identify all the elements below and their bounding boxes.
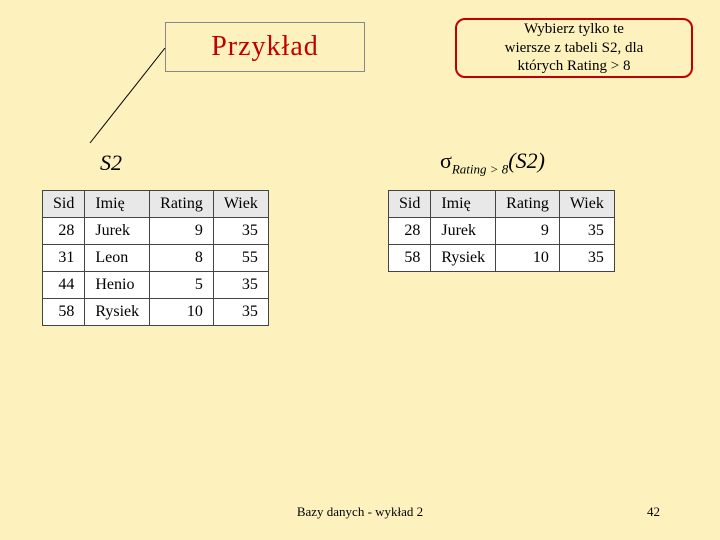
table-cell: 28 — [43, 218, 85, 245]
table-row: 31Leon855 — [43, 245, 269, 272]
table-cell: 31 — [43, 245, 85, 272]
table-cell: 58 — [389, 245, 431, 272]
table-cell: 35 — [213, 299, 268, 326]
title-box: Przykład — [165, 22, 365, 72]
sigma-symbol: σ — [440, 148, 452, 173]
table-cell: 35 — [213, 272, 268, 299]
table-row: 44Henio535 — [43, 272, 269, 299]
table-cell: 8 — [150, 245, 214, 272]
table-s2-col-wiek: Wiek — [213, 191, 268, 218]
table-s2-body: 28Jurek93531Leon85544Henio53558Rysiek103… — [43, 218, 269, 326]
table-result-col-wiek: Wiek — [559, 191, 614, 218]
table-cell: Rysiek — [431, 245, 496, 272]
table-cell: 35 — [559, 218, 614, 245]
callout-line-1: Wybierz tylko te — [467, 20, 681, 39]
callout-box: Wybierz tylko te wiersze z tabeli S2, dl… — [455, 18, 693, 78]
sigma-subscript: Rating > 8 — [452, 161, 508, 176]
table-result: Sid Imię Rating Wiek 28Jurek93558Rysiek1… — [388, 190, 615, 272]
table-cell: 58 — [43, 299, 85, 326]
s2-label: S2 — [100, 150, 122, 176]
table-cell: 9 — [150, 218, 214, 245]
callout-line-3: których Rating > 8 — [467, 57, 681, 76]
table-result-col-rating: Rating — [496, 191, 560, 218]
sigma-expression: σRating > 8(S2) — [440, 148, 545, 177]
page-number: 42 — [647, 504, 660, 520]
table-cell: 35 — [213, 218, 268, 245]
table-row: 28Jurek935 — [43, 218, 269, 245]
table-cell: 44 — [43, 272, 85, 299]
callout-line-2: wiersze z tabeli S2, dla — [467, 39, 681, 58]
table-cell: Rysiek — [85, 299, 150, 326]
table-s2-header-row: Sid Imię Rating Wiek — [43, 191, 269, 218]
table-cell: 28 — [389, 218, 431, 245]
table-cell: 55 — [213, 245, 268, 272]
table-cell: 35 — [559, 245, 614, 272]
table-result-header-row: Sid Imię Rating Wiek — [389, 191, 615, 218]
table-cell: 10 — [496, 245, 560, 272]
table-s2-col-sid: Sid — [43, 191, 85, 218]
table-s2-col-imie: Imię — [85, 191, 150, 218]
table-result-col-sid: Sid — [389, 191, 431, 218]
table-s2-col-rating: Rating — [150, 191, 214, 218]
table-result-col-imie: Imię — [431, 191, 496, 218]
table-cell: 10 — [150, 299, 214, 326]
table-row: 58Rysiek1035 — [43, 299, 269, 326]
table-cell: 5 — [150, 272, 214, 299]
arrow-line — [80, 48, 170, 148]
table-s2: Sid Imię Rating Wiek 28Jurek93531Leon855… — [42, 190, 269, 326]
sigma-arg: (S2) — [508, 148, 545, 173]
table-cell: Henio — [85, 272, 150, 299]
table-cell: Jurek — [85, 218, 150, 245]
table-row: 28Jurek935 — [389, 218, 615, 245]
page-title: Przykład — [211, 31, 319, 63]
table-cell: Jurek — [431, 218, 496, 245]
table-cell: Leon — [85, 245, 150, 272]
table-result-body: 28Jurek93558Rysiek1035 — [389, 218, 615, 272]
footer-text: Bazy danych - wykład 2 — [0, 504, 720, 520]
table-cell: 9 — [496, 218, 560, 245]
table-row: 58Rysiek1035 — [389, 245, 615, 272]
